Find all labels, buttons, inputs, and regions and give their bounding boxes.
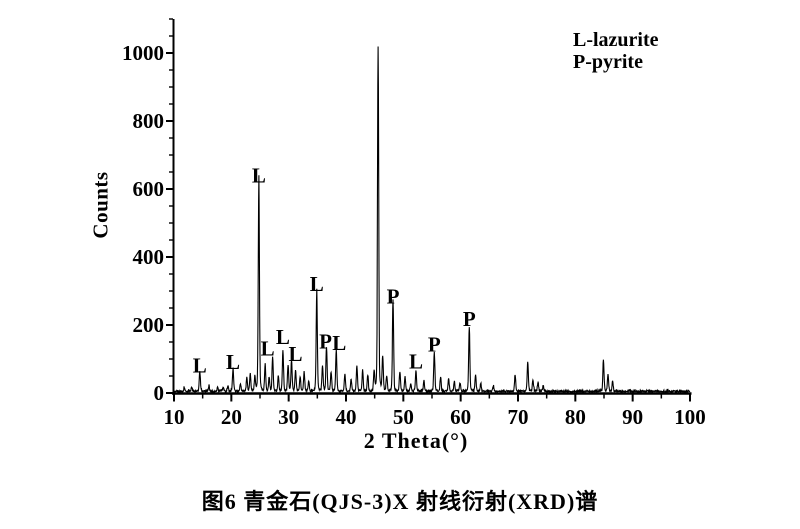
x-tick-label: 30 — [278, 405, 299, 429]
x-tick-label: 20 — [221, 405, 242, 429]
xrd-trace — [173, 46, 691, 395]
peak-label-lazurite: L — [252, 163, 266, 187]
peak-label-pyrite: P — [428, 332, 441, 356]
peak-label-lazurite: L — [261, 337, 275, 361]
legend-entry-lazurite: L-lazurite — [573, 29, 659, 51]
peak-label-lazurite: L — [332, 331, 346, 355]
x-axis-title: 2 Theta(°) — [363, 428, 469, 453]
legend-entry-pyrite: P-pyrite — [573, 51, 643, 73]
y-tick-label: 800 — [133, 109, 165, 133]
peak-label-lazurite: L — [226, 350, 240, 374]
x-tick-label: 10 — [164, 405, 185, 429]
x-tick-label: 40 — [336, 405, 357, 429]
peak-label-lazurite: L — [193, 353, 207, 377]
y-tick-label: 400 — [133, 245, 165, 269]
y-tick-label: 0 — [154, 381, 165, 405]
x-tick-label: 100 — [674, 405, 706, 429]
peak-label-pyrite: P — [463, 307, 476, 331]
x-tick-label: 70 — [508, 405, 529, 429]
x-tick-label: 60 — [450, 405, 471, 429]
legend: L-lazurite P-pyrite — [573, 29, 659, 73]
peak-label-lazurite: L — [409, 349, 423, 373]
y-axis-title: Counts — [88, 171, 113, 239]
peak-label-lazurite: L — [289, 342, 303, 366]
x-tick-label: 50 — [393, 405, 414, 429]
peak-label-lazurite: L — [276, 325, 290, 349]
peak-label-lazurite: L — [310, 272, 324, 296]
peak-label-pyrite: P — [387, 284, 400, 308]
y-tick-label: 600 — [133, 177, 165, 201]
figure-caption: 图6 青金石(QJS-3)X 射线衍射(XRD)谱 — [201, 489, 599, 514]
y-tick-label: 1000 — [122, 41, 164, 65]
x-tick-label: 90 — [622, 405, 643, 429]
y-tick-label: 200 — [133, 313, 165, 337]
x-tick-label: 80 — [565, 405, 586, 429]
peak-label-pyrite: P — [319, 330, 332, 354]
